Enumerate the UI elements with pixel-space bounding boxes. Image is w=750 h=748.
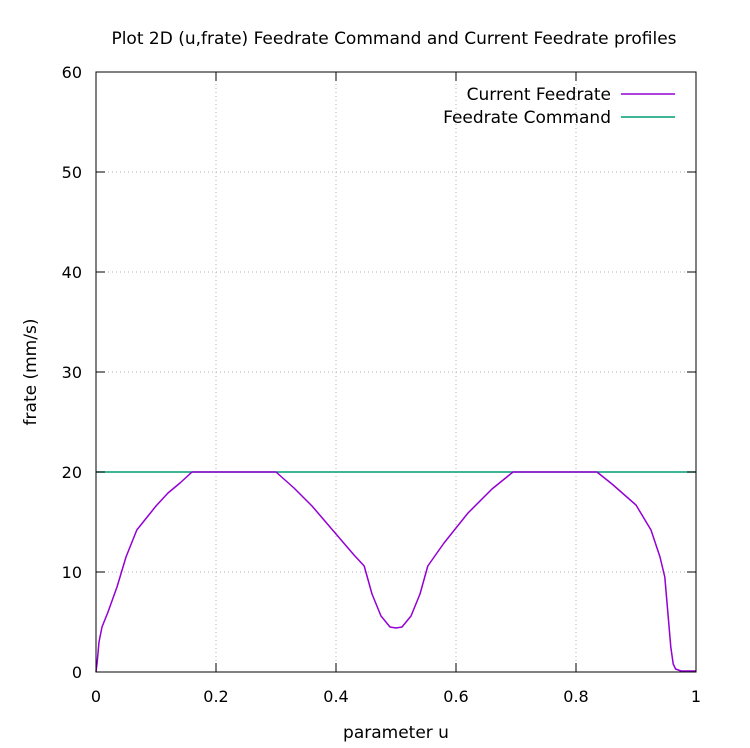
series-layer <box>95 471 696 673</box>
y-tick-label: 10 <box>62 563 82 582</box>
y-tick-label: 50 <box>62 163 82 182</box>
x-tick-label: 0.6 <box>443 687 468 706</box>
y-tick-label: 40 <box>62 263 82 282</box>
y-tick-label: 0 <box>72 663 82 682</box>
y-tick-label: 30 <box>62 363 82 382</box>
y-tick-label: 20 <box>62 463 82 482</box>
y-axis-label: frate (mm/s) <box>21 319 41 426</box>
x-tick-label: 0 <box>91 687 101 706</box>
legend: Current Feedrate Feedrate Command <box>443 85 675 128</box>
x-tick-label: 0.8 <box>563 687 588 706</box>
x-tick-label: 0.2 <box>203 687 228 706</box>
series-line-current-feedrate <box>95 471 696 673</box>
chart-title: Plot 2D (u,frate) Feedrate Command and C… <box>111 29 676 49</box>
grid <box>96 72 696 672</box>
x-tick-label: 1 <box>691 687 701 706</box>
y-tick-label: 60 <box>62 63 82 82</box>
legend-label: Feedrate Command <box>443 108 611 128</box>
x-tick-label: 0.4 <box>323 687 348 706</box>
x-axis-label: parameter u <box>343 723 449 743</box>
legend-label: Current Feedrate <box>467 85 611 105</box>
